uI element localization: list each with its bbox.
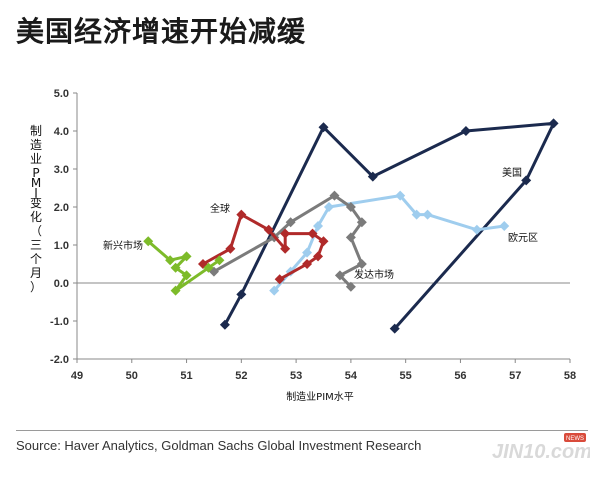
- data-point-marker: [345, 202, 356, 212]
- y-tick-label: 3.0: [54, 164, 69, 176]
- y-axis-label-char: I: [34, 186, 38, 200]
- y-axis-label-char: （: [30, 224, 42, 238]
- jin10-watermark-logo: JIN10.com NEWS: [492, 433, 590, 463]
- data-point-marker: [170, 285, 181, 296]
- data-point-marker: [181, 251, 192, 262]
- data-point-marker: [236, 289, 247, 300]
- x-tick-label: 54: [345, 370, 358, 382]
- y-tick-label: 1.0: [54, 240, 69, 252]
- x-tick-label: 51: [180, 370, 192, 382]
- data-point-marker: [329, 190, 340, 201]
- x-tick-label: 58: [564, 370, 576, 382]
- data-point-marker: [367, 171, 378, 182]
- data-point-marker: [219, 319, 230, 330]
- data-point-marker: [471, 224, 482, 235]
- data-point-marker: [280, 243, 291, 254]
- divider: [16, 430, 588, 431]
- data-point-marker: [395, 190, 406, 201]
- y-axis-label-char: 化: [30, 210, 42, 224]
- watermark-text: JIN10.com: [492, 441, 590, 463]
- series-label: 全球: [210, 202, 230, 215]
- data-point-marker: [285, 217, 296, 228]
- y-axis-label-char: P: [32, 166, 39, 180]
- data-point-marker: [356, 259, 367, 269]
- y-tick-label: -2.0: [50, 354, 69, 366]
- data-point-marker: [313, 251, 324, 262]
- y-axis-label-char: 造: [30, 138, 42, 152]
- x-tick-label: 57: [509, 370, 521, 382]
- chart-area: -2.0 -1.0 0.0 1.0 2.0 3.0 4.0 5.0 49 50 51 52 53 54 55…: [30, 88, 576, 403]
- data-point-marker: [269, 285, 280, 296]
- y-tick-label: 5.0: [54, 88, 69, 100]
- data-point-marker: [389, 323, 400, 334]
- series-layer: [143, 118, 559, 334]
- y-axis-label-char: M: [31, 176, 41, 190]
- x-axis-label: 制造业PIM水平: [286, 390, 354, 403]
- y-axis-label-char: 制: [30, 124, 42, 138]
- x-tick-label: 56: [454, 370, 466, 382]
- series-label: 欧元区: [508, 232, 538, 244]
- data-point-marker: [313, 221, 324, 231]
- y-tick-label: 4.0: [54, 126, 69, 138]
- data-point-marker: [225, 243, 236, 254]
- data-point-marker: [521, 175, 532, 186]
- data-point-marker: [214, 255, 225, 266]
- data-point-marker: [334, 270, 345, 281]
- data-point-marker: [356, 217, 367, 228]
- data-point-marker: [165, 255, 176, 266]
- data-point-marker: [323, 202, 334, 212]
- data-point-marker: [302, 259, 313, 269]
- data-point-marker: [548, 118, 559, 129]
- data-point-marker: [318, 122, 329, 133]
- data-point-marker: [181, 270, 192, 281]
- data-point-marker: [263, 224, 274, 235]
- y-tick-label: 0.0: [54, 278, 69, 290]
- data-point-marker: [203, 262, 214, 273]
- y-axis-label-char: 三: [30, 238, 42, 252]
- data-point-marker: [422, 209, 433, 220]
- data-point-marker: [345, 281, 356, 292]
- y-tick-label: -1.0: [50, 316, 69, 328]
- source-note: Source: Haver Analytics, Goldman Sachs G…: [16, 438, 422, 453]
- series-line: [273, 194, 505, 292]
- y-axis-label-char: ）: [30, 280, 42, 294]
- data-point-marker: [460, 126, 471, 136]
- data-point-marker: [307, 228, 318, 239]
- series-line: [223, 121, 556, 330]
- x-tick-label: 49: [71, 370, 83, 382]
- axes: -2.0 -1.0 0.0 1.0 2.0 3.0 4.0 5.0 49 50 51 52 53 54 55…: [50, 88, 576, 382]
- y-axis-label-char: 个: [30, 252, 42, 266]
- y-axis-label-char: 变: [30, 195, 42, 210]
- data-point-marker: [170, 262, 181, 273]
- series-label: 美国: [502, 166, 522, 179]
- y-axis-label-char: 月: [30, 266, 42, 280]
- series-label: 发达市场: [354, 268, 394, 281]
- watermark-badge: [564, 433, 586, 442]
- data-point-marker: [318, 236, 329, 247]
- data-point-marker: [499, 221, 510, 231]
- x-tick-label: 50: [126, 370, 138, 382]
- series-label: 新兴市场: [103, 239, 143, 252]
- data-point-marker: [236, 209, 247, 220]
- x-tick-label: 53: [290, 370, 302, 382]
- chart-title: 美国经济增速开始减缓: [16, 15, 307, 48]
- x-tick-label: 52: [235, 370, 247, 382]
- x-tick-label: 55: [400, 370, 412, 382]
- data-point-marker: [274, 274, 285, 285]
- series-line: [213, 194, 364, 288]
- data-point-marker: [345, 232, 356, 243]
- y-tick-label: 2.0: [54, 202, 69, 214]
- data-point-marker: [280, 228, 291, 239]
- watermark-badge-text: NEWS: [566, 436, 584, 442]
- y-axis-label-char: 业: [30, 152, 42, 166]
- data-point-marker: [302, 247, 313, 258]
- data-point-marker: [411, 209, 422, 220]
- data-point-marker: [143, 236, 154, 247]
